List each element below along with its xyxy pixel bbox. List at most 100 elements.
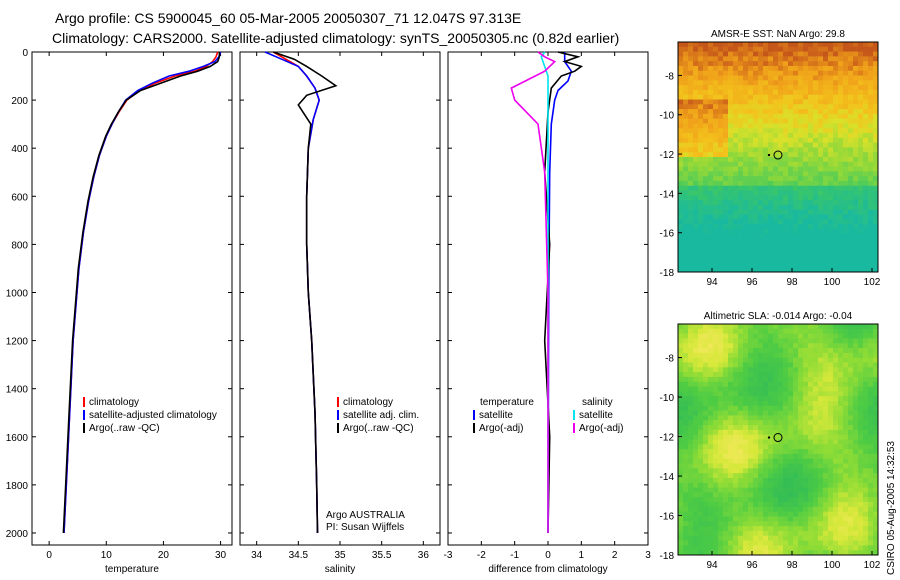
heat-cell (873, 526, 879, 532)
heat-cell (763, 267, 769, 273)
heat-cell (828, 142, 834, 148)
heat-cell (858, 137, 864, 144)
heat-cell (708, 257, 714, 263)
heat-cell (753, 147, 759, 153)
heat-cell (818, 51, 824, 57)
heat-cell (773, 65, 779, 72)
heat-cell (678, 434, 684, 440)
heat-cell (713, 381, 719, 387)
heat-cell (763, 157, 769, 163)
heat-cell (843, 376, 849, 383)
heat-cell (773, 526, 779, 532)
heat-cell (798, 42, 804, 48)
heat-cell (868, 376, 874, 383)
heat-cell (788, 386, 794, 392)
heat-cell (733, 209, 739, 215)
heat-cell (803, 233, 809, 239)
heat-cell (803, 85, 809, 91)
heat-cell (828, 147, 834, 153)
heat-cell (828, 405, 834, 412)
heat-cell (678, 391, 684, 397)
heat-cell (833, 195, 839, 201)
heat-cell (863, 267, 869, 273)
heat-cell (738, 511, 744, 517)
heat-cell (833, 362, 839, 368)
heat-cell (848, 42, 854, 48)
heat-cell (753, 439, 759, 445)
heat-cell (743, 535, 749, 541)
heat-cell (783, 157, 789, 163)
heat-cell (818, 444, 824, 450)
heat-cell (738, 530, 744, 537)
heat-cell (678, 104, 684, 110)
sla-map-cells (678, 324, 879, 556)
heat-cell (868, 420, 874, 426)
heat-cell (858, 434, 864, 440)
heat-cell (723, 262, 729, 268)
heat-cell (683, 94, 689, 100)
heat-cell (833, 526, 839, 532)
heat-cell (678, 248, 684, 254)
heat-cell (868, 267, 874, 273)
heat-cell (793, 190, 799, 196)
heat-cell (778, 372, 784, 378)
heat-cell (778, 468, 784, 474)
heat-cell (748, 473, 754, 479)
legend-label: salinity (582, 397, 613, 408)
heat-cell (858, 65, 864, 72)
heat-cell (763, 65, 769, 72)
heat-cell (718, 257, 724, 263)
heat-cell (838, 376, 844, 383)
heat-cell (768, 391, 774, 397)
heat-cell (848, 545, 854, 551)
heat-cell (703, 267, 709, 273)
heat-cell (678, 338, 684, 344)
heat-cell (858, 152, 864, 158)
heat-cell (708, 530, 714, 537)
heat-cell (718, 468, 724, 474)
heat-cell (683, 70, 689, 76)
heat-cell (693, 540, 699, 546)
heat-cell (758, 439, 764, 445)
heat-cell (693, 511, 699, 517)
heat-cell (678, 180, 684, 187)
heat-cell (818, 535, 824, 541)
heat-cell (698, 338, 704, 344)
heat-cell (788, 396, 794, 402)
heat-cell (803, 372, 809, 378)
heat-cell (748, 333, 754, 339)
heat-cell (858, 56, 864, 62)
heat-cell (698, 118, 704, 124)
heat-cell (873, 540, 879, 546)
heat-cell (733, 535, 739, 541)
heat-cell (863, 420, 869, 426)
heat-cell (838, 473, 844, 479)
heat-cell (773, 444, 779, 450)
heat-cell (728, 357, 734, 363)
heat-cell (753, 166, 759, 172)
heat-cell (743, 233, 749, 239)
heat-cell (738, 176, 744, 182)
heat-cell (678, 204, 684, 211)
heat-cell (828, 372, 834, 378)
heat-cell (718, 180, 724, 187)
heat-cell (773, 348, 779, 354)
heat-cell (783, 109, 789, 115)
heat-cell (708, 343, 714, 349)
heat-cell (738, 147, 744, 153)
heat-cell (713, 540, 719, 546)
heat-cell (788, 228, 794, 235)
heat-cell (743, 219, 749, 225)
heat-cell (753, 185, 759, 191)
heat-cell (683, 511, 689, 517)
heat-cell (838, 550, 844, 556)
heat-cell (733, 89, 739, 96)
heat-cell (788, 535, 794, 541)
heat-cell (853, 70, 859, 76)
heat-cell (858, 46, 864, 52)
heat-cell (783, 61, 789, 67)
heat-cell (693, 228, 699, 235)
heat-cell (703, 99, 709, 105)
heat-cell (698, 516, 704, 522)
heat-cell (728, 328, 734, 335)
